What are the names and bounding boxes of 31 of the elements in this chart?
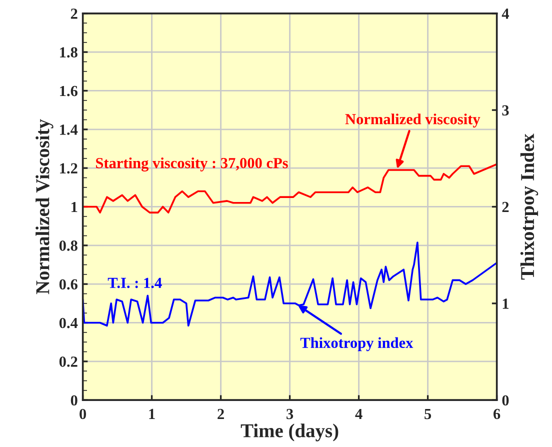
y2-tick-label: 1 (502, 298, 509, 309)
x-tick-label: 4 (355, 408, 362, 419)
y2-tick-label: 3 (502, 105, 509, 116)
y-tick-label: 0.8 (59, 240, 78, 251)
y-tick-label: 2 (70, 8, 78, 19)
annotation: Starting viscosity : 37,000 cPs (96, 157, 288, 172)
y2-tick-label: 0 (502, 395, 509, 406)
annotation: Thixotropy index (300, 337, 414, 352)
annotation: T.I. : 1.4 (108, 278, 162, 288)
y2-axis-title: Thixotrpoy Index (520, 134, 538, 280)
x-tick-label: 2 (218, 408, 224, 419)
y-tick-label: 0.4 (59, 318, 78, 328)
y2-tick-label: 4 (502, 8, 510, 19)
y-tick-label: 1.4 (60, 124, 78, 135)
x-tick-label: 3 (286, 408, 294, 420)
x-tick-label: 5 (424, 408, 432, 420)
y-axis-title: Normalized Viscosity (36, 119, 54, 294)
x-tick-label: 0 (80, 408, 86, 420)
x-tick-label: 1 (149, 408, 155, 419)
y-tick-label: 0 (70, 395, 78, 406)
line-series (82, 242, 497, 327)
y-tick-label: 1 (72, 202, 78, 212)
y2-tick-label: 2 (502, 202, 509, 212)
x-tick-label: 6 (494, 408, 500, 420)
x-axis-title: Time (days) (240, 424, 338, 442)
y-tick-label: 0.6 (59, 279, 78, 290)
annotation: Normalized viscosity (345, 114, 480, 128)
y-tick-label: 1.6 (60, 86, 78, 96)
y-tick-label: 1.2 (60, 163, 78, 174)
y-tick-label: 0.2 (59, 356, 78, 367)
y-tick-label: 1.8 (60, 47, 78, 58)
